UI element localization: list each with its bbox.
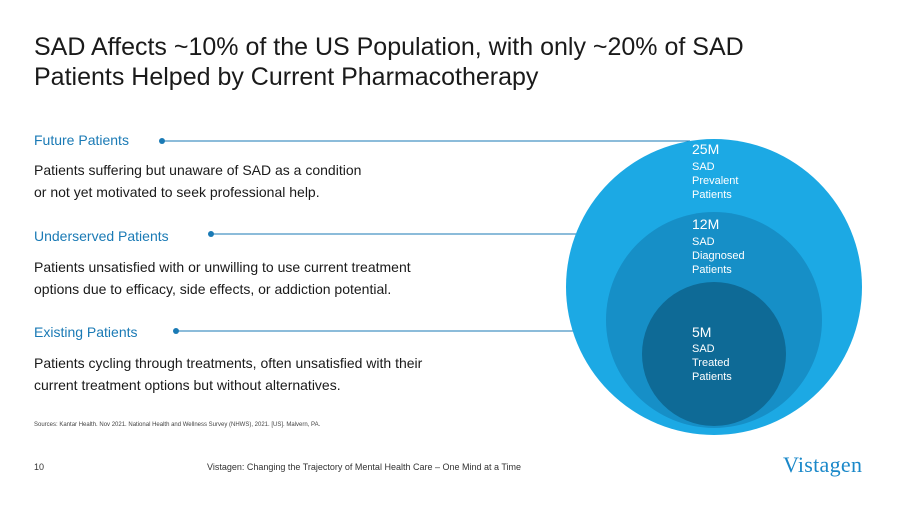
- connector-dot-underserved: [208, 231, 214, 237]
- connector-dot-existing: [173, 328, 179, 334]
- circle-prevalent-label: Patients: [692, 189, 732, 201]
- description-line: options due to efficacy, side effects, o…: [34, 281, 392, 297]
- circle-diagnosed-label: Diagnosed: [692, 250, 745, 262]
- circle-diagnosed-value: 12M: [692, 216, 719, 232]
- description-line: Patients unsatisfied with or unwilling t…: [34, 259, 411, 275]
- description-line: current treatment options but without al…: [34, 377, 341, 393]
- sources-note: Sources: Kantar Health. Nov 2021. Nation…: [34, 422, 321, 428]
- circle-treated-value: 5M: [692, 324, 711, 340]
- description-line: Patients cycling through treatments, oft…: [34, 355, 423, 371]
- description-existing-patients: Patients cycling through treatments, oft…: [34, 352, 504, 396]
- circle-treated-label: Treated: [692, 357, 730, 369]
- vistagen-logo: Vistagen: [783, 452, 863, 477]
- circle-prevalent-label: Prevalent: [692, 175, 738, 187]
- title-line-1: SAD Affects ~10% of the US Population, w…: [34, 33, 744, 61]
- circle-prevalent-value: 25M: [692, 141, 719, 157]
- description-underserved-patients: Patients unsatisfied with or unwilling t…: [34, 256, 504, 300]
- circle-diagnosed-label: Patients: [692, 264, 732, 276]
- description-line: Patients suffering but unaware of SAD as…: [34, 162, 362, 178]
- connector-dot-future: [159, 138, 165, 144]
- circle-treated: [642, 282, 786, 426]
- circle-diagnosed-label: SAD: [692, 236, 715, 248]
- category-underserved-patients: Underserved Patients: [34, 228, 169, 244]
- description-line: or not yet motivated to seek professiona…: [34, 184, 320, 200]
- circle-prevalent-label: SAD: [692, 161, 715, 173]
- page-number: 10: [34, 462, 45, 472]
- category-existing-patients: Existing Patients: [34, 324, 138, 340]
- title-line-2: Patients Helped by Current Pharmacothera…: [34, 63, 539, 91]
- footer-tagline: Vistagen: Changing the Trajectory of Men…: [207, 462, 522, 472]
- description-future-patients: Patients suffering but unaware of SAD as…: [34, 159, 504, 203]
- category-future-patients: Future Patients: [34, 132, 129, 148]
- slide-title: SAD Affects ~10% of the US Population, w…: [34, 32, 834, 92]
- circle-treated-label: Patients: [692, 371, 732, 383]
- circle-treated-label: SAD: [692, 343, 715, 355]
